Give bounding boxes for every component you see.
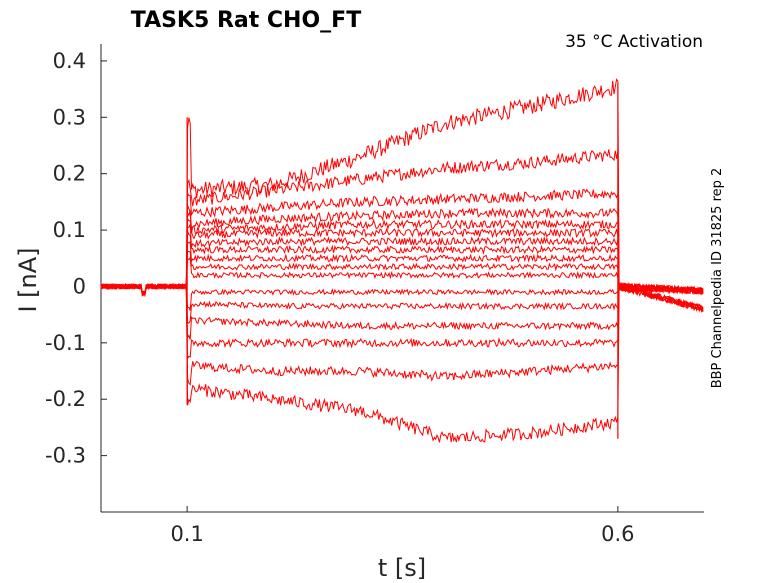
y-tick-label: -0.1 [45, 331, 86, 355]
chart-annotation: 35 °C Activation [565, 32, 703, 52]
chart-title: TASK5 Rat CHO_FT [131, 8, 361, 33]
series-line [100, 282, 704, 361]
y-tick-label: 0.1 [53, 218, 86, 242]
series-line [100, 224, 704, 313]
series-line [100, 240, 704, 297]
y-tick-label: -0.3 [45, 444, 86, 468]
y-tick-label: 0.2 [53, 162, 86, 186]
plot-area [100, 78, 704, 443]
series-line [100, 149, 704, 298]
series-line [100, 250, 704, 312]
x-tick-label: 0.6 [601, 522, 634, 546]
series-line [100, 231, 704, 295]
series-line [100, 188, 704, 295]
series-line [100, 217, 704, 297]
x-axis: 0.1 0.6 [101, 506, 704, 546]
y-axis-label: I [nA] [14, 247, 42, 312]
x-tick-label: 0.1 [170, 522, 203, 546]
y-tick-label: 0.3 [53, 105, 86, 129]
y-tick-label: -0.2 [45, 387, 86, 411]
series-line [100, 205, 704, 313]
y-axis: 0.4 0.3 0.2 0.1 0 -0.1 -0.2 -0.3 [45, 44, 107, 512]
y-tick-label: 0.4 [53, 49, 86, 73]
series-line [100, 282, 704, 340]
series-line [100, 209, 704, 296]
series-line [100, 281, 704, 311]
series-line [100, 283, 704, 324]
side-note: BBP Channelpedia ID 31825 rep 2 [710, 168, 725, 389]
series-line [100, 283, 704, 386]
y-tick-label: 0 [73, 274, 86, 298]
series-line [100, 78, 704, 311]
series-line [100, 256, 704, 296]
series-line [101, 282, 704, 443]
x-axis-label: t [s] [378, 554, 426, 582]
